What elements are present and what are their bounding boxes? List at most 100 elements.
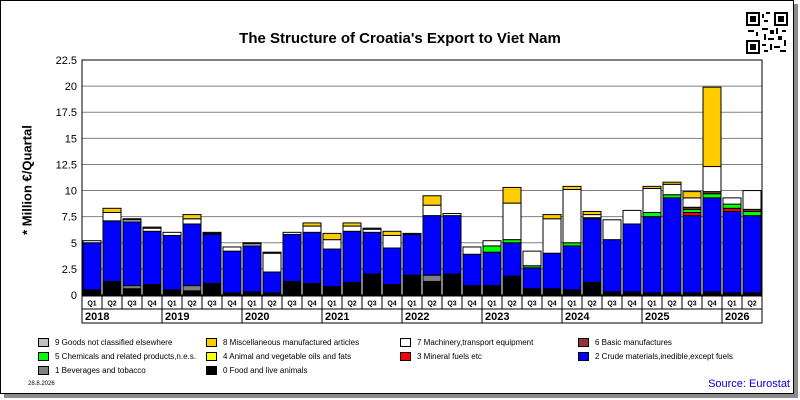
plot-border xyxy=(81,59,763,296)
legend-label: 4 Animal and vegetable oils and fats xyxy=(223,352,352,361)
bar-segment xyxy=(182,290,202,296)
bar-segment xyxy=(102,211,122,222)
bar-segment xyxy=(442,273,462,296)
bar-segment xyxy=(142,285,162,296)
bar-segment xyxy=(282,281,302,296)
bar-segment xyxy=(582,210,602,216)
bar-segment xyxy=(542,218,562,254)
bar-segment xyxy=(422,280,442,296)
bar-segment xyxy=(322,232,342,241)
bar-segment xyxy=(82,289,102,296)
x-tick-label: Q1 xyxy=(487,301,496,308)
legend-swatch xyxy=(38,352,49,361)
bar-segment xyxy=(202,283,222,296)
x-tick-label: Q2 xyxy=(107,301,116,308)
bar-segment xyxy=(542,288,562,296)
bar-segment xyxy=(482,240,502,247)
bar-segment xyxy=(502,275,522,296)
bar-segment xyxy=(462,246,482,255)
bar-segment xyxy=(122,288,142,296)
x-tick-label: Q4 xyxy=(547,301,556,308)
bar-segment xyxy=(742,210,762,217)
source-note: Source: Eurostat xyxy=(708,378,790,390)
bar-segment xyxy=(382,247,402,286)
bar-segment xyxy=(482,251,502,287)
bar-segment xyxy=(262,271,282,294)
bar-segment xyxy=(582,218,602,283)
bar-segment xyxy=(422,195,442,206)
bar-segment xyxy=(242,245,262,293)
bar-segment xyxy=(362,273,382,296)
bar-segment xyxy=(502,242,522,277)
legend-label: 1 Beverages and tobacco xyxy=(55,366,146,375)
bar-segment xyxy=(522,250,542,267)
x-tick-label: Q3 xyxy=(527,301,536,308)
x-tick-label: Q1 xyxy=(87,301,96,308)
x-tick-label: Q3 xyxy=(687,301,696,308)
x-tick-label: Q2 xyxy=(587,301,596,308)
y-tick-label: 2.5 xyxy=(62,264,77,276)
year-label: 2019 xyxy=(165,311,189,323)
x-tick-label: Q1 xyxy=(727,301,736,308)
bar-segment xyxy=(262,252,282,273)
x-tick-label: Q1 xyxy=(167,301,176,308)
bar-segment xyxy=(642,185,662,189)
x-tick-label: Q4 xyxy=(307,301,316,308)
bar-segment xyxy=(542,214,562,220)
year-label: 2020 xyxy=(245,311,269,323)
bar-segment xyxy=(442,213,462,217)
x-tick-label: Q3 xyxy=(367,301,376,308)
bar-segment xyxy=(322,248,342,288)
legend-swatch xyxy=(38,338,49,347)
legend-swatch xyxy=(206,366,217,375)
bar-segment xyxy=(362,227,382,230)
x-tick-label: Q1 xyxy=(567,301,576,308)
bar-segment xyxy=(422,215,442,276)
year-label: 2026 xyxy=(725,311,749,323)
bar-segment xyxy=(502,186,522,204)
bar-segment xyxy=(442,215,462,275)
bar-segment xyxy=(422,274,442,282)
bar-segment xyxy=(182,223,202,287)
year-label: 2022 xyxy=(405,311,429,323)
bar-segment xyxy=(222,246,242,252)
chart-title: The Structure of Croatia's Export to Vie… xyxy=(239,30,561,47)
bar-segment xyxy=(462,285,482,296)
bar-segment xyxy=(382,230,402,236)
bar-segment xyxy=(402,274,422,296)
x-tick-label: Q1 xyxy=(407,301,416,308)
legend-label: 2 Crude materials,inedible,except fuels xyxy=(595,352,733,361)
year-row xyxy=(81,308,763,324)
y-tick-label: 12.5 xyxy=(56,159,77,171)
bar-segment xyxy=(102,280,122,296)
bar-segment xyxy=(542,252,562,290)
bar-segment xyxy=(202,233,222,285)
bar-segment xyxy=(342,222,362,227)
legend-swatch xyxy=(38,366,49,375)
legend-label: 6 Basic manufactures xyxy=(595,338,672,347)
bar-segment xyxy=(302,283,322,296)
bar-segment xyxy=(702,166,722,193)
x-tick-label: Q3 xyxy=(447,301,456,308)
bar-segment xyxy=(562,185,582,191)
bar-segment xyxy=(742,215,762,294)
x-tick-label: Q2 xyxy=(747,301,756,308)
bar-segment xyxy=(102,207,122,213)
x-tick-label: Q2 xyxy=(347,301,356,308)
bar-segment xyxy=(182,285,202,292)
bar-segment xyxy=(162,289,182,296)
x-tick-label: Q1 xyxy=(327,301,336,308)
bar-segment xyxy=(302,231,322,285)
bar-segment xyxy=(342,230,362,283)
bar-segment xyxy=(722,210,742,294)
x-tick-label: Q4 xyxy=(227,301,236,308)
bar-segment xyxy=(682,191,702,199)
legend-swatch xyxy=(400,352,411,361)
bar-segment xyxy=(162,234,182,291)
bar-segment xyxy=(662,181,682,185)
legend-swatch xyxy=(578,338,589,347)
bar-segment xyxy=(122,218,142,221)
bar-segment xyxy=(82,240,102,244)
x-tick-label: Q2 xyxy=(267,301,276,308)
bar-segment xyxy=(142,230,162,286)
